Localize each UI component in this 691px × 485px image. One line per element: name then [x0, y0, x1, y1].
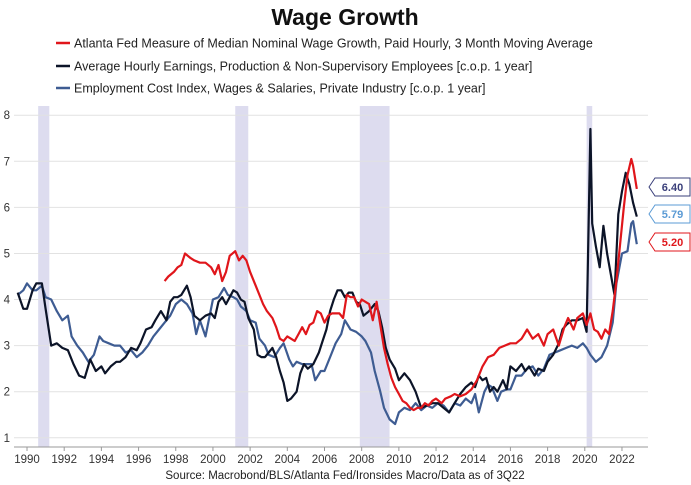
y-tick-label: 5: [4, 248, 10, 260]
y-tick-label: 7: [4, 156, 10, 168]
legend-item-2: Employment Cost Index, Wages & Salaries,…: [56, 82, 486, 96]
end-label-text: 5.79: [662, 209, 683, 221]
x-tick-label: 2014: [460, 454, 486, 466]
recession-bands: [38, 106, 593, 447]
end-label-0: 5.20: [648, 232, 691, 252]
x-tick-label: 2004: [275, 454, 301, 466]
recession-band-0: [38, 106, 50, 447]
series-line-2: [17, 220, 638, 426]
x-tick-label: 1992: [51, 454, 77, 466]
x-tick-label: 2012: [423, 454, 449, 466]
y-tick-label: 4: [4, 295, 11, 307]
end-label-text: 5.20: [662, 237, 683, 249]
legend: Atlanta Fed Measure of Median Nominal Wa…: [56, 37, 593, 96]
y-tick-label: 2: [4, 387, 10, 399]
y-tick-label: 6: [4, 202, 10, 214]
series-lines: [16, 127, 638, 426]
legend-label: Atlanta Fed Measure of Median Nominal Wa…: [74, 37, 593, 51]
x-tick-label: 2002: [237, 454, 263, 466]
recession-band-2: [359, 106, 390, 447]
x-tick-label: 2010: [386, 454, 412, 466]
x-tick-label: 2000: [200, 454, 226, 466]
x-tick-label: 1998: [163, 454, 189, 466]
chart-title: Wage Growth: [271, 4, 418, 30]
x-tick-label: 1996: [126, 454, 152, 466]
x-tick-label: 1994: [89, 454, 115, 466]
y-tick-label: 8: [4, 110, 10, 122]
end-label-1: 6.40: [648, 177, 691, 197]
x-tick-label: 2018: [535, 454, 561, 466]
y-tick-label: 1: [4, 433, 10, 445]
x-tick-label: 2006: [312, 454, 338, 466]
axes: 1 2 3 4 5 6 7 8 1990 1992 1994 1996 1998 2000 2002 2004…: [4, 110, 648, 466]
recession-band-1: [235, 106, 249, 447]
x-tick-label: 2022: [609, 454, 635, 466]
legend-label: Average Hourly Earnings, Production & No…: [74, 60, 532, 74]
x-tick-label: 2016: [498, 454, 524, 466]
gridlines: [14, 114, 648, 439]
end-label-text: 6.40: [662, 182, 683, 194]
x-tick-label: 2020: [572, 454, 598, 466]
series-line-1: [16, 127, 638, 414]
series-line-0: [163, 157, 638, 412]
recession-band-3: [586, 106, 593, 447]
x-tick-label: 1990: [14, 454, 40, 466]
y-tick-label: 3: [4, 341, 10, 353]
source-note: Source: Macrobond/BLS/Atlanta Fed/Ironsi…: [165, 470, 524, 482]
end-label-2: 5.79: [648, 204, 691, 224]
end-value-labels: 5.20 6.40 5.79: [648, 177, 691, 252]
legend-item-1: Average Hourly Earnings, Production & No…: [56, 60, 532, 74]
x-tick-label: 2008: [349, 454, 375, 466]
legend-item-0: Atlanta Fed Measure of Median Nominal Wa…: [56, 37, 593, 51]
legend-label: Employment Cost Index, Wages & Salaries,…: [74, 82, 486, 96]
